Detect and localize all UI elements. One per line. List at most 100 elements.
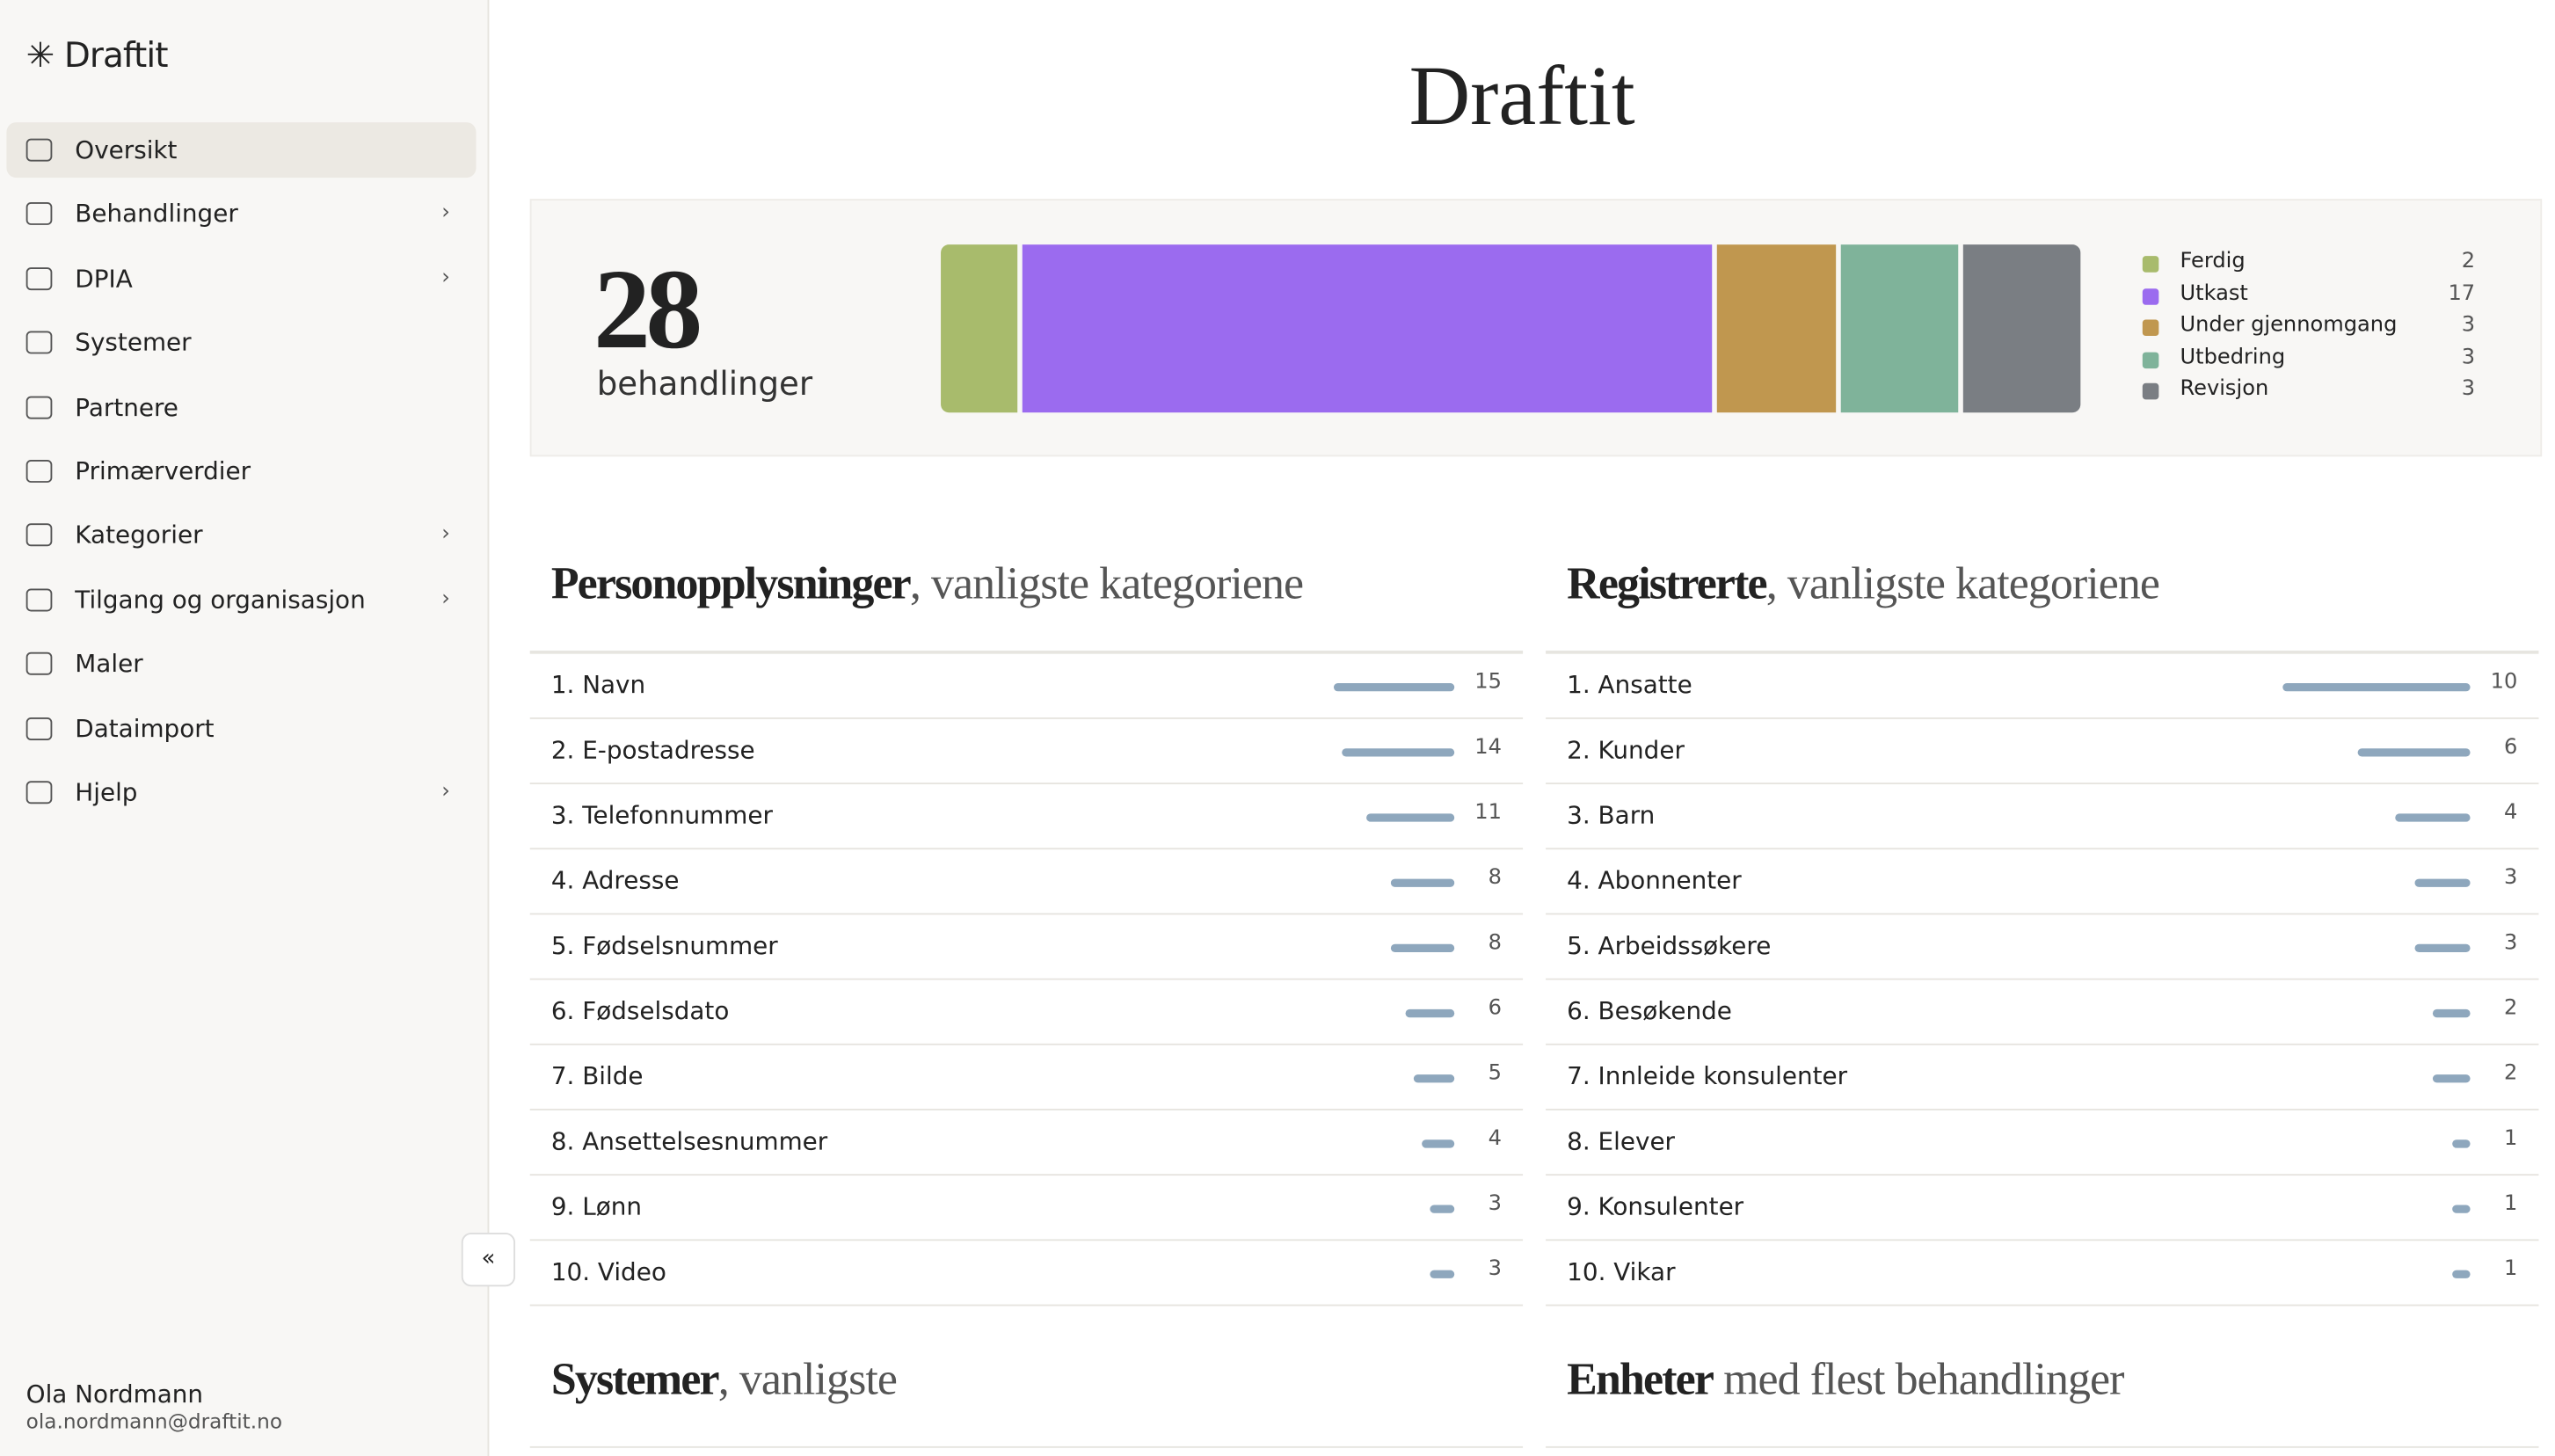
row-count: 3 — [1488, 1191, 1502, 1217]
row-count: 1 — [2503, 1191, 2518, 1217]
row-label: 9. Lønn — [550, 1191, 643, 1222]
row-count: 8 — [1488, 930, 1502, 956]
row-label: 8. Ansettelsesnummer — [550, 1126, 828, 1156]
status-bar — [941, 244, 2081, 413]
list — [1546, 1445, 2539, 1448]
legend-dot — [2142, 351, 2159, 368]
status-segment — [1962, 244, 2081, 413]
list-row: 7. Innleide konsulenter 2 — [1546, 1043, 2539, 1109]
legend-count: 3 — [2461, 376, 2476, 402]
section-title: Registrerte, vanligste kategoriene — [1567, 559, 2538, 651]
nav-label: Oversikt — [75, 135, 178, 165]
row-count: 3 — [2503, 865, 2518, 891]
list-row: 8. Ansettelsesnummer 4 — [529, 1109, 1524, 1174]
list — [529, 1445, 1524, 1448]
nav-item[interactable]: Kategorier › — [6, 507, 476, 563]
chevron: › — [441, 779, 450, 804]
nav-label: Kategorier — [75, 521, 203, 550]
row-count: 11 — [1474, 800, 1502, 826]
legend-item: Utkast 17 — [2142, 280, 2475, 312]
list-row: 6. Besøkende 2 — [1546, 978, 2539, 1044]
row-count: 8 — [1488, 865, 1502, 891]
row-label: 1. Ansatte — [1567, 670, 1692, 700]
row-label: 5. Arbeidssøkere — [1567, 930, 1772, 961]
user[interactable]: Ola Nordmann ola.nordmann@draftit.no — [26, 1380, 282, 1433]
list-row: 6. Fødselsdato 6 — [529, 978, 1524, 1044]
row-label: 1. Navn — [550, 670, 646, 700]
row-count: 1 — [2503, 1256, 2518, 1282]
nav-icon — [25, 202, 53, 226]
nav-item[interactable]: Oversikt — [6, 122, 477, 178]
status-segment — [1839, 244, 1958, 413]
row-count: 10 — [2490, 670, 2518, 695]
section-title-rest: , vanligste kategoriene — [1765, 559, 2160, 610]
count-bar — [2413, 878, 2471, 887]
user-email: ola.nordmann@draftit.no — [25, 1409, 283, 1434]
list-row: 5. Arbeidssøkere 3 — [1546, 913, 2539, 979]
list-row: 1. Navn 15 — [529, 652, 1524, 717]
nav-label: Partnere — [75, 392, 178, 422]
legend-count: 3 — [2461, 345, 2476, 370]
legend-dot — [2142, 256, 2159, 273]
count-bar — [2432, 1074, 2471, 1083]
row-count: 5 — [1488, 1061, 1502, 1087]
status-segment — [1717, 244, 1836, 413]
legend-count: 3 — [2461, 313, 2476, 338]
summary: 28 behandlinger Ferdig 2 Utkast 17 Under gje… — [529, 199, 2543, 457]
count-bar — [1406, 1008, 1455, 1018]
legend-name: Utkast — [2180, 280, 2248, 306]
list-row: 9. Konsulenter 1 — [1546, 1174, 2539, 1239]
legend-item: Revisjon 3 — [2142, 376, 2476, 407]
nav-item[interactable]: Tilgang og organisasjon › — [6, 572, 476, 628]
count-bar — [2451, 1205, 2471, 1213]
nav-item[interactable]: Maler — [6, 637, 476, 692]
nav-icon — [25, 138, 53, 162]
count-bar — [2451, 1139, 2471, 1148]
nav-icon — [25, 781, 53, 804]
row-label: 8. Elever — [1567, 1126, 1676, 1156]
row-label: 4. Abonnenter — [1567, 865, 1742, 896]
row-count: 2 — [2503, 1061, 2518, 1087]
list-row: 8. Elever 1 — [1546, 1109, 2539, 1174]
nav-item[interactable]: Hjelp › — [6, 765, 476, 820]
legend-count: 2 — [2461, 249, 2476, 274]
nav-label: Systemer — [75, 328, 192, 358]
nav-icon — [25, 652, 53, 676]
nav-item[interactable]: Primærverdier — [6, 443, 476, 499]
count-bar — [1422, 1139, 1455, 1148]
section-title-rest: , vanligste kategoriene — [909, 559, 1304, 610]
nav-item[interactable]: Behandlinger › — [6, 186, 476, 242]
row-count: 6 — [1488, 996, 1502, 1021]
row-count: 14 — [1474, 735, 1502, 761]
section-title-bold: Systemer — [550, 1355, 720, 1406]
row-label: 6. Fødselsdato — [550, 996, 730, 1026]
section: Registrerte, vanligste kategoriene 1. Ans… — [1546, 559, 2539, 1307]
collapse-button[interactable]: « — [461, 1233, 516, 1287]
nav-item[interactable]: Systemer — [6, 315, 476, 370]
count-bar — [1333, 683, 1455, 692]
count-bar — [2395, 813, 2471, 822]
legend-dot — [2142, 319, 2159, 337]
list-row: 10. Video 3 — [529, 1239, 1524, 1307]
nav-item[interactable]: Dataimport — [6, 701, 476, 756]
brand: ✳ Draftit — [25, 35, 169, 76]
user-name: Ola Nordmann — [25, 1379, 204, 1409]
legend-item: Ferdig 2 — [2142, 249, 2476, 280]
total: 28 — [593, 247, 702, 374]
row-label: 2. Kunder — [1567, 735, 1685, 765]
row-count: 6 — [2503, 735, 2518, 761]
list-row: 10. Vikar 1 — [1546, 1239, 2539, 1307]
legend-item: Under gjennomgang 3 — [2142, 313, 2476, 344]
count-bar — [2413, 943, 2471, 953]
section-title: Enheter med flest behandlinger — [1567, 1355, 2538, 1446]
nav-item[interactable]: Partnere — [6, 379, 476, 434]
row-count: 15 — [1474, 670, 1502, 695]
nav-label: Behandlinger — [75, 199, 238, 229]
nav-item[interactable]: DPIA › — [6, 251, 476, 306]
section-title-bold: Enheter — [1567, 1355, 1714, 1406]
row-label: 2. E-postadresse — [550, 735, 755, 765]
nav-icon — [25, 395, 53, 419]
count-bar — [1342, 748, 1455, 757]
